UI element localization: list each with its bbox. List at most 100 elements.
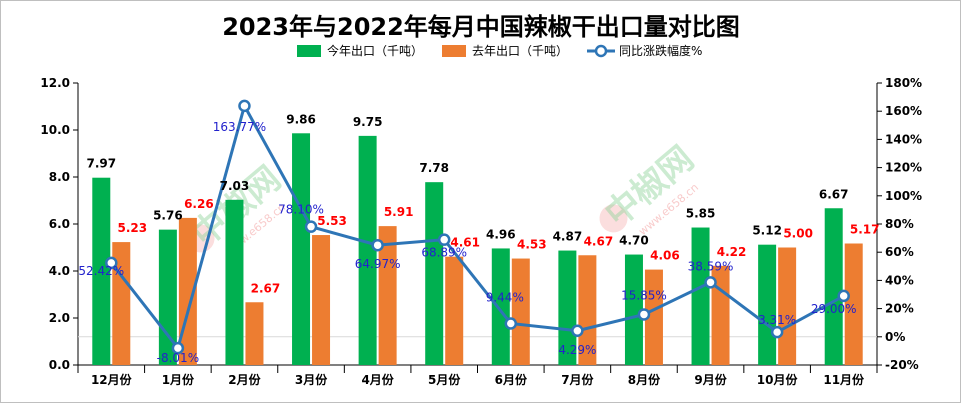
x-category-label: 7月份 [561,372,594,387]
legend-swatch-0 [297,45,321,57]
bar-label-last: 4.53 [517,238,547,252]
y-right-tick-label: 140% [885,132,922,146]
bar-last-year [844,243,863,365]
y-right-tick-label: 60% [885,245,914,259]
bar-label-current: 7.03 [220,179,250,193]
bar-label-current: 7.78 [419,161,449,175]
y-right-tick-label: 120% [885,161,922,175]
axes: 0.0 2.0 4.0 6.0 8.0 10.0 12.0 -20% 0% 20% 40% 60% 80… [40,76,922,387]
pct-label: 9.44% [486,290,524,304]
bar-current-year [758,244,777,365]
pct-point [637,308,651,321]
pct-point [238,99,251,113]
bar-last-year [644,269,663,365]
y-right-tick-label: 80% [885,217,914,231]
pct-label: 38.59% [688,259,734,273]
bar-label-last: 2.67 [251,281,281,295]
pct-label: 29.00% [811,302,857,316]
bar-label-current: 4.70 [619,234,649,248]
x-category-label: 12月份 [91,372,133,387]
y-right-tick-label: 20% [885,302,914,316]
x-category-label: 5月份 [428,372,461,387]
pct-line [105,99,850,355]
y-left-tick-label: 0.0 [49,358,70,372]
bar-label-current: 6.67 [819,187,849,201]
bar-label-last: 5.17 [850,223,880,237]
bar-label-current: 4.96 [486,227,516,241]
y-left-tick-label: 10.0 [40,123,70,137]
bar-current-year [824,208,843,365]
y-right-tick-label: 100% [885,189,922,203]
pct-label: 68.89% [421,246,467,260]
pct-label: 4.29% [558,343,596,357]
pct-label: 78.10% [278,203,324,217]
x-category-label: 1月份 [162,372,195,387]
pct-point [437,233,451,246]
pct-label: -8.01% [157,351,199,365]
x-category-label: 10月份 [757,372,799,387]
y-right-tick-label: 160% [885,104,922,118]
pct-point [371,238,384,252]
pct-point [704,276,717,289]
bar-last-year [112,242,131,365]
y-left-tick-label: 4.0 [49,264,70,278]
chart-title: 2023年与2022年每月中国辣椒干出口量对比图 [222,13,740,41]
bar-label-current: 9.86 [286,112,316,126]
bar-last-year [445,256,464,365]
bar-last-year [511,258,530,365]
y-left-tick-label: 12.0 [40,76,70,90]
bar-current-year [558,250,577,365]
x-category-label: 9月份 [694,372,727,387]
bar-label-last: 4.22 [717,245,747,259]
pct-point [171,341,185,355]
x-category-label: 2月份 [228,372,261,387]
bar-current-year [491,248,510,365]
bar-last-year [578,255,597,365]
y-left-tick-label: 2.0 [49,311,70,325]
bar-label-last: 4.67 [584,234,614,248]
bar-label-current: 5.85 [686,207,716,221]
bar-current-year [425,182,444,365]
bar-last-year [312,235,331,365]
legend-label-1: 去年出口（千吨） [472,44,568,58]
bar-current-year [358,135,377,365]
pct-point [105,256,118,270]
y-left-tick-label: 8.0 [49,170,70,184]
y-right-tick-label: -20% [885,358,919,372]
x-category-label: 3月份 [295,372,328,387]
legend-swatch-1 [442,45,466,57]
legend-label-2: 同比涨跌幅度% [619,43,702,58]
pct-label: 3.31% [758,313,796,327]
bar-current-year [292,133,311,365]
watermark-logo-icon [599,204,628,233]
pct-label: 163.77% [213,120,266,134]
bar-label-current: 7.97 [86,157,116,171]
bar-current-year [624,254,643,365]
bar-last-year [778,247,797,365]
bar-current-year [92,177,111,365]
bar-label-current: 4.87 [553,230,583,244]
bar-label-last: 5.91 [384,205,414,219]
bar-last-year [245,302,264,365]
y-left-tick-label: 6.0 [49,217,70,231]
pct-point [770,325,784,339]
pct-label: 52.42% [78,264,124,278]
pct-point [571,324,584,338]
bar-label-last: 5.23 [117,221,147,235]
data-labels: 7.97 5.23 5.766.26 7.03 2.67 9.86 5.53 9.75 5.91… [78,112,879,365]
y-right-tick-label: 0% [885,330,905,344]
bar-label-current: 5.76 [153,209,183,223]
bar-label-current: 9.75 [353,115,383,129]
x-category-label: 6月份 [495,372,528,387]
bar-label-last: 4.61 [450,236,480,250]
legend-label-0: 今年出口（千吨） [327,43,423,58]
pct-point [837,289,850,303]
x-category-label: 11月份 [823,372,865,387]
bar-last-year [378,226,397,365]
bars [92,133,863,365]
bar-current-year [691,227,710,365]
bar-last-year [711,265,730,365]
bar-label-last: 5.00 [783,227,813,241]
